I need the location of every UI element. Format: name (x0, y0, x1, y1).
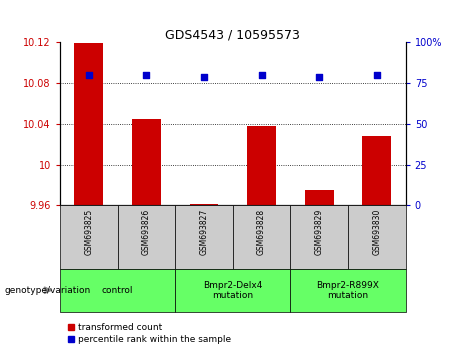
Bar (305, 190, 334, 205)
Text: genotype/variation: genotype/variation (5, 286, 91, 295)
Text: GSM693825: GSM693825 (84, 209, 93, 255)
Text: Bmpr2-R899X
mutation: Bmpr2-R899X mutation (317, 281, 379, 300)
Bar (189, 204, 219, 205)
Bar (290, 269, 406, 312)
Text: GSM693829: GSM693829 (315, 209, 324, 255)
Point (258, 72, 266, 78)
Text: Bmpr2-Delx4
mutation: Bmpr2-Delx4 mutation (203, 281, 262, 300)
Bar (175, 205, 233, 269)
Bar (60, 205, 118, 269)
Text: GSM693826: GSM693826 (142, 209, 151, 255)
Bar (175, 269, 290, 312)
Point (200, 74, 207, 80)
Point (373, 72, 381, 78)
Bar (233, 205, 290, 269)
Bar (362, 136, 391, 205)
Bar (74, 44, 103, 205)
Text: GSM693828: GSM693828 (257, 209, 266, 255)
Bar (132, 119, 161, 205)
Text: GSM693830: GSM693830 (372, 209, 381, 255)
Title: GDS4543 / 10595573: GDS4543 / 10595573 (165, 28, 300, 41)
Legend: transformed count, percentile rank within the sample: transformed count, percentile rank withi… (65, 320, 235, 348)
Bar (247, 126, 276, 205)
Text: control: control (102, 286, 133, 295)
Point (85, 72, 92, 78)
Point (142, 72, 150, 78)
Point (315, 74, 323, 80)
Bar (60, 269, 175, 312)
Bar (348, 205, 406, 269)
Bar (290, 205, 348, 269)
Bar (118, 205, 175, 269)
Text: GSM693827: GSM693827 (200, 209, 208, 255)
